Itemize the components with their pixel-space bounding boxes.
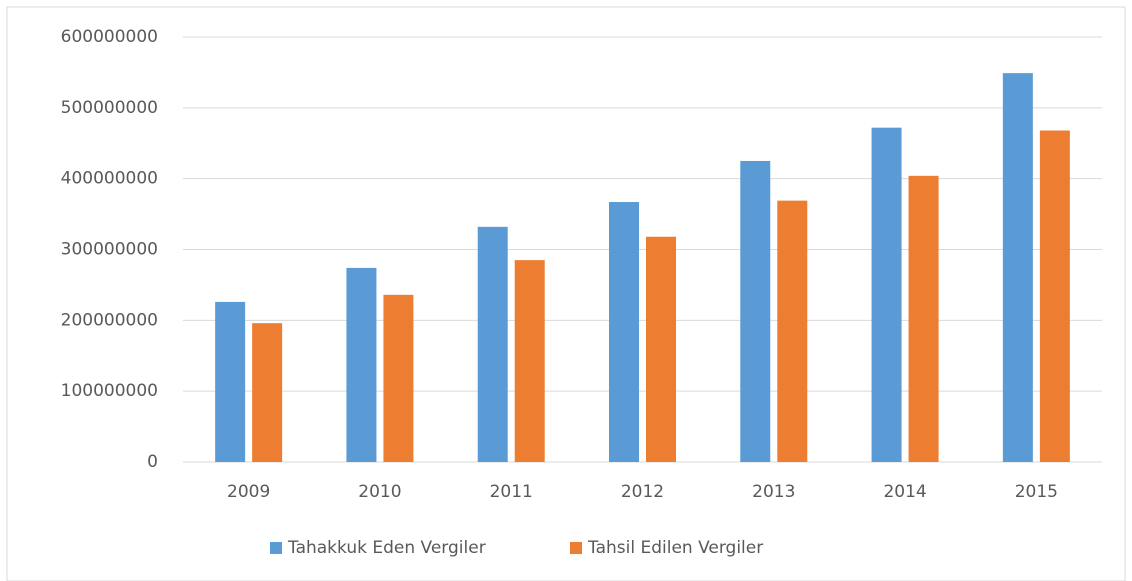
x-tick-label: 2010	[358, 482, 401, 502]
bar	[1002, 73, 1033, 462]
y-tick-label: 600000000	[61, 27, 158, 47]
bar	[740, 160, 771, 463]
bar	[215, 301, 246, 462]
chart-frame	[6, 6, 1126, 581]
bar	[383, 294, 414, 462]
x-tick-label: 2009	[227, 482, 270, 502]
bar	[777, 200, 808, 462]
x-tick-label: 2013	[752, 482, 795, 502]
y-tick-label: 0	[147, 452, 158, 472]
bar	[346, 267, 377, 462]
bar	[252, 323, 283, 462]
bar	[477, 226, 508, 462]
y-tick-label: 300000000	[61, 240, 158, 260]
y-tick-label: 200000000	[61, 310, 158, 330]
x-tick-label: 2011	[490, 482, 533, 502]
y-tick-label: 500000000	[61, 98, 158, 118]
bar	[871, 127, 902, 463]
bar	[646, 236, 676, 462]
legend-swatch	[570, 542, 582, 554]
bar	[514, 260, 545, 462]
bar	[609, 202, 639, 462]
bar	[1039, 130, 1070, 462]
legend-label: Tahakkuk Eden Vergiler	[287, 538, 486, 558]
x-tick-label: 2014	[883, 482, 926, 502]
y-tick-label: 100000000	[61, 381, 158, 401]
y-tick-label: 400000000	[61, 169, 158, 189]
x-tick-label: 2015	[1015, 482, 1058, 502]
bar	[908, 175, 939, 463]
legend-swatch	[270, 542, 282, 554]
x-tick-label: 2012	[621, 482, 664, 502]
legend-label: Tahsil Edilen Vergiler	[587, 538, 763, 558]
